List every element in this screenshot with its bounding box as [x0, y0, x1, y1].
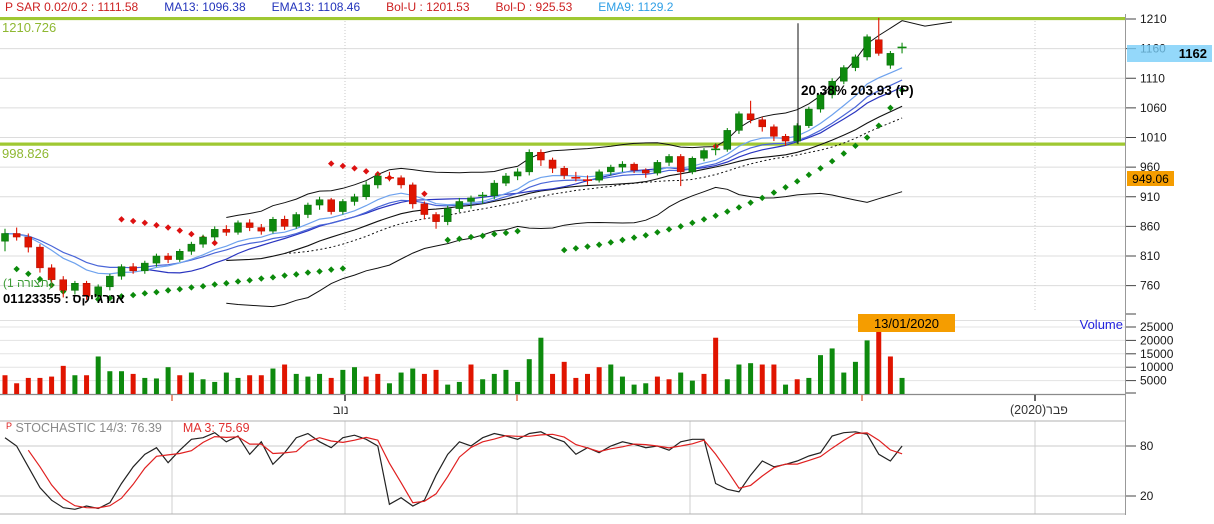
stochastic-p-marker: P [6, 421, 13, 431]
date-badge: 13/01/2020 [858, 314, 955, 332]
last-price-value: 1162 [1178, 46, 1207, 61]
price-tick-label: 810 [1140, 249, 1160, 263]
price-tick-label: 910 [1140, 190, 1160, 204]
instrument-label: אנרג'יקס : 01123355 [3, 291, 125, 306]
volume-tick-label: 5000 [1140, 374, 1167, 388]
volume-tick-label: 25000 [1140, 320, 1174, 334]
price-tick-label: 860 [1140, 219, 1160, 233]
price-tick-label: 1060 [1140, 101, 1167, 115]
lower-reference-value-label: 998.826 [2, 146, 49, 161]
indicator-legend: P SAR 0.02/0.2 : 1111.58 MA13: 1096.38 E… [5, 0, 673, 14]
price-tick-label: 1210 [1140, 12, 1167, 26]
volume-tick-label: 15000 [1140, 347, 1174, 361]
price-tick-label: 1110 [1140, 71, 1165, 85]
x-axis-label-nov: נוב [333, 403, 349, 417]
volume-panel-label: Volume [1079, 317, 1123, 332]
configuration-label: (תצורה 1) [3, 276, 53, 290]
legend-ema13: EMA13: 1108.46 [271, 0, 361, 14]
x-axis-label-feb: פבר(2020) [1010, 403, 1068, 417]
price-tick-label: 960 [1140, 160, 1160, 174]
legend-psar: P SAR 0.02/0.2 : 1111.58 [5, 0, 139, 14]
level-price-value: 949.06 [1132, 171, 1169, 186]
stoch-tick-label: 80 [1140, 439, 1154, 453]
price-tick-label: 1010 [1140, 131, 1167, 145]
legend-bol-d: Bol-D : 925.53 [495, 0, 573, 14]
stochastic-label: STOCHASTIC 14/3: 76.39 [15, 421, 162, 435]
measure-annotation-label: 20.38% 203.93 (P) [801, 83, 914, 98]
volume-tick-label: 20000 [1140, 333, 1174, 347]
legend-ma13: MA13: 1096.38 [164, 0, 246, 14]
volume-tick-label: 10000 [1140, 360, 1174, 374]
stochastic-legend: P STOCHASTIC 14/3: 76.39 MA 3: 75.69 [6, 421, 250, 435]
date-badge-value: 13/01/2020 [873, 315, 940, 331]
upper-reference-value-label: 1210.726 [2, 20, 57, 35]
level-price-badge: 949.06 [1127, 171, 1174, 186]
stochastic-ma-label: MA 3: 75.69 [182, 421, 250, 435]
price-tick-label: 760 [1140, 279, 1160, 293]
legend-ema9: EMA9: 1129.2 [598, 0, 674, 14]
last-price-badge: 1162 [1127, 45, 1212, 62]
legend-bol-u: Bol-U : 1201.53 [386, 0, 470, 14]
stoch-tick-label: 20 [1140, 489, 1154, 503]
